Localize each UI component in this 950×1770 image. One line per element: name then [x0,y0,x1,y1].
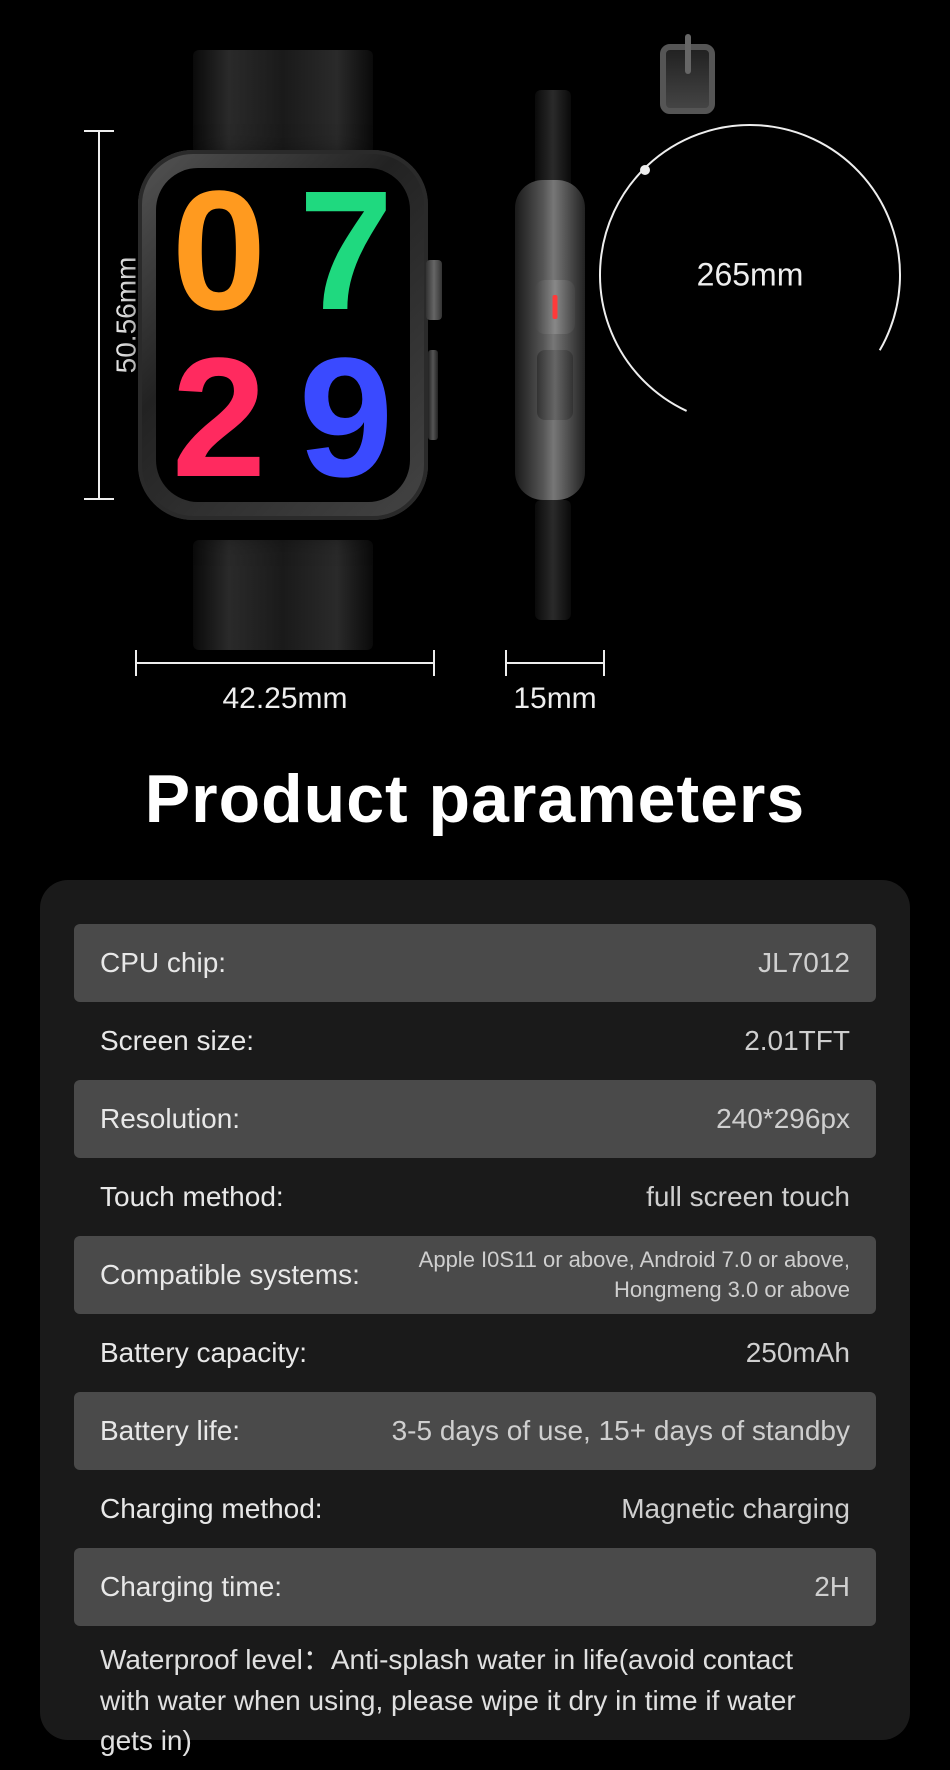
spec-row: Compatible systems: Apple I0S11 or above,… [74,1236,876,1314]
spec-value: JL7012 [758,947,850,979]
spec-label: Resolution: [100,1103,240,1135]
crown [426,260,442,320]
circumference-ring: 265mm [580,105,920,445]
spec-row: Touch method: full screen touch [74,1158,876,1236]
spec-value: full screen touch [646,1181,850,1213]
spec-row: CPU chip: JL7012 [74,924,876,1002]
spec-row: Resolution: 240*296px [74,1080,876,1158]
digit-2: 2 [156,335,283,502]
buckle [660,44,715,114]
spec-row: Battery life: 3-5 days of use, 15+ days o… [74,1392,876,1470]
strap-bottom [193,540,373,650]
dimension-thickness: 15mm [505,660,605,720]
spec-label: Touch method: [100,1181,284,1213]
spec-value: 3-5 days of use, 15+ days of standby [392,1415,850,1447]
spec-value: 250mAh [746,1337,850,1369]
spec-row: Charging method: Magnetic charging [74,1470,876,1548]
spec-value: 240*296px [716,1103,850,1135]
side-button [428,350,438,440]
circumference-label: 265mm [697,257,804,294]
dimension-width: 42.25mm [135,660,435,720]
spec-label: CPU chip: [100,947,226,979]
spec-panel: CPU chip: JL7012 Screen size: 2.01TFT Resolu… [40,880,910,1740]
spec-label: Charging method: [100,1493,323,1525]
watch-screen: 0 7 2 9 [156,168,410,502]
side-case [515,180,585,500]
strap-top [193,50,373,160]
spec-value: Apple I0S11 or above, Android 7.0 or abo… [419,1245,850,1304]
spec-value: Magnetic charging [621,1493,850,1525]
dimension-thickness-label: 15mm [513,682,596,716]
side-crown [535,280,575,334]
spec-label: Battery life: [100,1415,240,1447]
dimension-height: 50.56mm [74,130,124,500]
digit-0: 0 [156,168,283,335]
spec-label: Battery capacity: [100,1337,307,1369]
waterproof-note: Waterproof level：Anti-splash water in li… [74,1626,876,1762]
spec-label: Screen size: [100,1025,254,1057]
spec-row: Battery capacity: 250mAh [74,1314,876,1392]
spec-value: 2H [814,1571,850,1603]
digit-7: 7 [283,168,410,335]
side-button-2 [537,350,573,420]
watch-case: 0 7 2 9 [138,150,428,520]
spec-label: Compatible systems: [100,1259,360,1291]
spec-row: Screen size: 2.01TFT [74,1002,876,1080]
spec-row: Charging time: 2H [74,1548,876,1626]
dimension-width-label: 42.25mm [222,682,347,716]
digit-9: 9 [283,335,410,502]
watch-front-view: 0 7 2 9 [130,50,435,650]
spec-value: 2.01TFT [744,1025,850,1057]
side-strap-bottom [535,500,571,620]
section-title: Product parameters [0,760,950,838]
spec-label: Charging time: [100,1571,282,1603]
